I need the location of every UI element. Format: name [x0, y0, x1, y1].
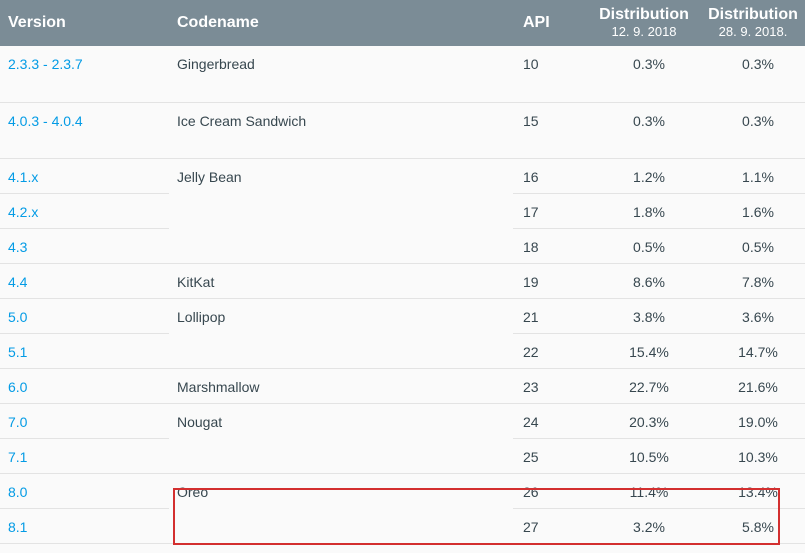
- api-cell: 26: [513, 473, 587, 509]
- version-link[interactable]: 7.1: [0, 438, 169, 474]
- table-row: 8.1 27 3.2% 5.8%: [0, 508, 805, 544]
- table-row: 6.0 Marshmallow 23 22.7% 21.6%: [0, 368, 805, 404]
- distribution-1-cell: 3.8%: [587, 298, 701, 334]
- version-link[interactable]: 4.0.3 - 4.0.4: [0, 102, 169, 159]
- distribution-1-cell: 10.5%: [587, 438, 701, 474]
- distribution-1-cell: 3.2%: [587, 508, 701, 544]
- api-cell: 24: [513, 403, 587, 439]
- api-cell: 27: [513, 508, 587, 544]
- distribution-2-cell: 7.8%: [701, 263, 805, 299]
- api-cell: 10: [513, 46, 587, 103]
- table-row: 4.3 18 0.5% 0.5%: [0, 228, 805, 264]
- api-cell: 23: [513, 368, 587, 404]
- api-cell: 18: [513, 228, 587, 264]
- distribution-2-cell: 1.6%: [701, 193, 805, 229]
- codename-cell: Lollipop: [169, 298, 513, 369]
- distribution-1-cell: 11.4%: [587, 473, 701, 509]
- distribution-1-cell: 1.2%: [587, 158, 701, 194]
- codename-cell: Gingerbread: [169, 46, 513, 103]
- version-link[interactable]: 6.0: [0, 368, 169, 404]
- version-link[interactable]: 7.0: [0, 403, 169, 439]
- api-cell: 16: [513, 158, 587, 194]
- table-row: 5.1 22 15.4% 14.7%: [0, 333, 805, 369]
- table-row: 7.0 Nougat 24 20.3% 19.0%: [0, 403, 805, 474]
- version-link[interactable]: 8.1: [0, 508, 169, 544]
- distribution-1-cell: 20.3%: [587, 403, 701, 439]
- distribution-2-cell: 5.8%: [701, 508, 805, 544]
- version-link[interactable]: 4.1.x: [0, 158, 169, 194]
- distribution-2-cell: 0.3%: [701, 46, 805, 103]
- table-row: 2.3.3 - 2.3.7 Gingerbread 10 0.3% 0.3%: [0, 46, 805, 103]
- version-link[interactable]: 4.4: [0, 263, 169, 299]
- header-distribution-1-title: Distribution: [599, 6, 689, 23]
- api-cell: 17: [513, 193, 587, 229]
- header-api: API: [513, 0, 587, 46]
- distribution-2-cell: 0.3%: [701, 102, 805, 159]
- table-row: 4.1.x Jelly Bean 16 1.2% 1.1%: [0, 158, 805, 264]
- distribution-2-cell: 0.5%: [701, 228, 805, 264]
- codename-cell: Jelly Bean: [169, 158, 513, 264]
- api-cell: 25: [513, 438, 587, 474]
- table-row: 7.1 25 10.5% 10.3%: [0, 438, 805, 474]
- table-row: 8.0 Oreo 26 11.4% 13.4%: [0, 473, 805, 544]
- distribution-1-cell: 8.6%: [587, 263, 701, 299]
- table-row: 5.0 Lollipop 21 3.8% 3.6%: [0, 298, 805, 369]
- version-link[interactable]: 4.3: [0, 228, 169, 264]
- distribution-1-cell: 0.3%: [587, 102, 701, 159]
- header-distribution-1: Distribution 12. 9. 2018: [587, 0, 701, 46]
- table-row: 4.4 KitKat 19 8.6% 7.8%: [0, 263, 805, 299]
- distribution-2-cell: 10.3%: [701, 438, 805, 474]
- table-row: 4.0.3 - 4.0.4 Ice Cream Sandwich 15 0.3%…: [0, 102, 805, 159]
- header-distribution-2-date: 28. 9. 2018.: [718, 24, 788, 39]
- codename-cell: Marshmallow: [169, 368, 513, 404]
- header-distribution-2: Distribution 28. 9. 2018.: [701, 0, 805, 46]
- distribution-2-cell: 3.6%: [701, 298, 805, 334]
- version-link[interactable]: 5.0: [0, 298, 169, 334]
- distribution-2-cell: 14.7%: [701, 333, 805, 369]
- version-link[interactable]: 2.3.3 - 2.3.7: [0, 46, 169, 103]
- table-row: 4.2.x 17 1.8% 1.6%: [0, 193, 805, 229]
- api-cell: 15: [513, 102, 587, 159]
- distribution-1-cell: 1.8%: [587, 193, 701, 229]
- table-header-row: Version Codename API Distribution 12. 9.…: [0, 0, 805, 46]
- distribution-2-cell: 21.6%: [701, 368, 805, 404]
- codename-cell: Nougat: [169, 403, 513, 474]
- distribution-1-cell: 22.7%: [587, 368, 701, 404]
- distribution-1-cell: 0.3%: [587, 46, 701, 103]
- api-cell: 22: [513, 333, 587, 369]
- version-link[interactable]: 4.2.x: [0, 193, 169, 229]
- distribution-1-cell: 15.4%: [587, 333, 701, 369]
- api-cell: 21: [513, 298, 587, 334]
- distribution-2-cell: 19.0%: [701, 403, 805, 439]
- header-version: Version: [0, 0, 169, 46]
- codename-cell: KitKat: [169, 263, 513, 299]
- distribution-2-cell: 13.4%: [701, 473, 805, 509]
- header-codename: Codename: [169, 0, 513, 46]
- codename-cell: Oreo: [169, 473, 513, 544]
- version-link[interactable]: 5.1: [0, 333, 169, 369]
- api-cell: 19: [513, 263, 587, 299]
- distribution-1-cell: 0.5%: [587, 228, 701, 264]
- codename-cell: Ice Cream Sandwich: [169, 102, 513, 159]
- header-distribution-1-date: 12. 9. 2018: [611, 24, 677, 39]
- version-link[interactable]: 8.0: [0, 473, 169, 509]
- header-distribution-2-title: Distribution: [708, 6, 798, 23]
- distribution-2-cell: 1.1%: [701, 158, 805, 194]
